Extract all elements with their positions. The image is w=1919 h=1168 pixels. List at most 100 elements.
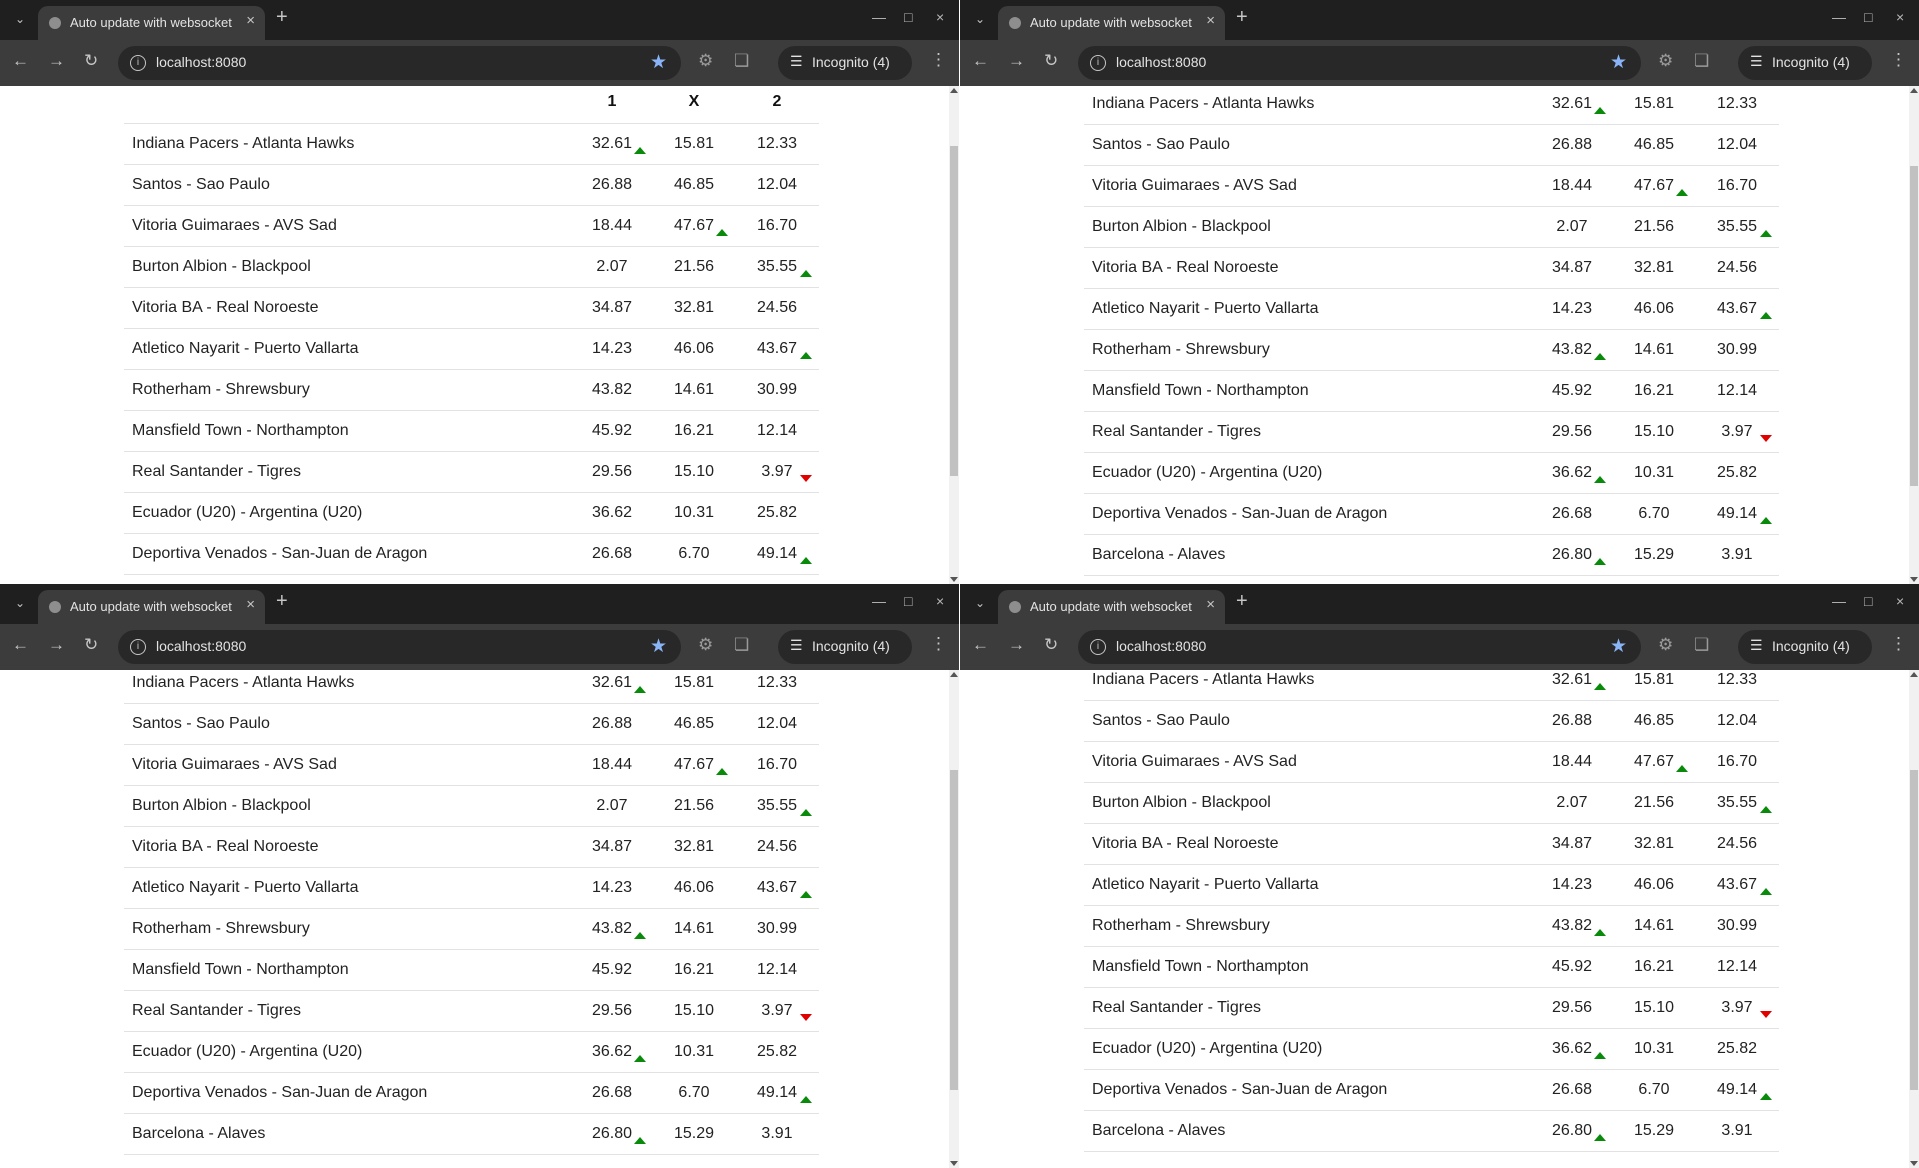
close-tab-icon[interactable]: ×: [1206, 596, 1215, 613]
extensions-puzzle-icon[interactable]: ❏: [734, 51, 750, 70]
address-bar[interactable]: i localhost:8080 ★: [118, 630, 681, 664]
back-icon[interactable]: ←: [12, 51, 29, 70]
url-text: localhost:8080: [1116, 54, 1207, 70]
new-tab-icon[interactable]: +: [1236, 590, 1248, 612]
trend-up-icon: [1594, 929, 1606, 936]
table-row: Atletico Nayarit - Puerto Vallarta 14.23…: [1084, 864, 1779, 906]
site-info-icon[interactable]: i: [1090, 639, 1106, 655]
incognito-indicator[interactable]: ☰ Incognito (4): [1738, 630, 1872, 664]
odd-away: 16.70: [1695, 165, 1779, 207]
table-row: Atletico Nayarit - Puerto Vallarta 14.23…: [124, 328, 819, 370]
scrollbar-thumb[interactable]: [950, 146, 958, 476]
scrollbar[interactable]: [1909, 670, 1919, 1168]
back-icon[interactable]: ←: [12, 635, 29, 654]
tab-title: Auto update with websocket: [1030, 599, 1192, 614]
close-tab-icon[interactable]: ×: [1206, 12, 1215, 29]
scroll-up-icon[interactable]: [950, 88, 958, 93]
reload-icon[interactable]: ↻: [84, 51, 99, 70]
forward-icon[interactable]: →: [48, 51, 65, 70]
scrollbar[interactable]: [949, 86, 959, 584]
scroll-down-icon[interactable]: [950, 577, 958, 582]
browser-tab[interactable]: Auto update with websocket ×: [38, 6, 265, 40]
browser-tab[interactable]: Auto update with websocket ×: [38, 590, 265, 624]
new-tab-icon[interactable]: +: [276, 6, 288, 28]
close-window-icon[interactable]: ×: [1896, 593, 1905, 609]
extension-gear-icon[interactable]: ⚙: [698, 51, 714, 70]
site-info-icon[interactable]: i: [130, 55, 146, 71]
tab-search-icon[interactable]: ⌄: [14, 12, 26, 26]
tab-search-icon[interactable]: ⌄: [974, 596, 986, 610]
back-icon[interactable]: ←: [972, 635, 989, 654]
incognito-indicator[interactable]: ☰ Incognito (4): [1738, 46, 1872, 80]
close-tab-icon[interactable]: ×: [246, 12, 255, 29]
extensions-puzzle-icon[interactable]: ❏: [1694, 51, 1710, 70]
bookmark-star-icon[interactable]: ★: [649, 52, 667, 73]
forward-icon[interactable]: →: [1008, 635, 1025, 654]
menu-kebab-icon[interactable]: ⋮: [1890, 634, 1907, 653]
maximize-icon[interactable]: □: [1864, 593, 1873, 609]
address-bar[interactable]: i localhost:8080 ★: [1078, 630, 1641, 664]
tab-search-icon[interactable]: ⌄: [14, 596, 26, 610]
extensions-puzzle-icon[interactable]: ❏: [1694, 635, 1710, 654]
extensions-puzzle-icon[interactable]: ❏: [734, 635, 750, 654]
trend-up-icon: [1594, 1052, 1606, 1059]
back-icon[interactable]: ←: [972, 51, 989, 70]
close-window-icon[interactable]: ×: [936, 593, 945, 609]
close-window-icon[interactable]: ×: [1896, 9, 1905, 25]
odd-away: 30.99: [1695, 329, 1779, 371]
odd-draw: 21.56: [653, 785, 735, 827]
extension-gear-icon[interactable]: ⚙: [698, 635, 714, 654]
minimize-icon[interactable]: —: [872, 593, 886, 609]
extension-gear-icon[interactable]: ⚙: [1658, 51, 1674, 70]
tab-search-icon[interactable]: ⌄: [974, 12, 986, 26]
menu-kebab-icon[interactable]: ⋮: [930, 50, 947, 69]
address-bar[interactable]: i localhost:8080 ★: [1078, 46, 1641, 80]
maximize-icon[interactable]: □: [904, 593, 913, 609]
browser-tab[interactable]: Auto update with websocket ×: [998, 590, 1225, 624]
odd-draw: 32.81: [1613, 823, 1695, 865]
maximize-icon[interactable]: □: [904, 9, 913, 25]
match-name: Indiana Pacers - Atlanta Hawks: [124, 670, 571, 704]
scrollbar[interactable]: [949, 670, 959, 1168]
close-window-icon[interactable]: ×: [936, 9, 945, 25]
scroll-down-icon[interactable]: [1910, 577, 1918, 582]
scrollbar-thumb[interactable]: [1910, 166, 1918, 486]
reload-icon[interactable]: ↻: [1044, 635, 1059, 654]
maximize-icon[interactable]: □: [1864, 9, 1873, 25]
new-tab-icon[interactable]: +: [1236, 6, 1248, 28]
address-bar[interactable]: i localhost:8080 ★: [118, 46, 681, 80]
minimize-icon[interactable]: —: [872, 9, 886, 25]
scroll-down-icon[interactable]: [1910, 1161, 1918, 1166]
table-row: Rotherham - Shrewsbury 43.82 14.61 30.99: [1084, 329, 1779, 371]
incognito-label: Incognito (4): [812, 54, 890, 70]
site-info-icon[interactable]: i: [130, 639, 146, 655]
trend-up-icon: [1760, 312, 1772, 319]
site-info-icon[interactable]: i: [1090, 55, 1106, 71]
reload-icon[interactable]: ↻: [84, 635, 99, 654]
scroll-down-icon[interactable]: [950, 1161, 958, 1166]
scroll-up-icon[interactable]: [950, 672, 958, 677]
scroll-up-icon[interactable]: [1910, 88, 1918, 93]
match-name: Deportiva Venados - San-Juan de Aragon: [1084, 493, 1531, 535]
menu-kebab-icon[interactable]: ⋮: [930, 634, 947, 653]
new-tab-icon[interactable]: +: [276, 590, 288, 612]
scrollbar-thumb[interactable]: [950, 770, 958, 1090]
forward-icon[interactable]: →: [48, 635, 65, 654]
scrollbar-thumb[interactable]: [1910, 770, 1918, 1090]
bookmark-star-icon[interactable]: ★: [649, 636, 667, 657]
incognito-indicator[interactable]: ☰ Incognito (4): [778, 46, 912, 80]
browser-tab[interactable]: Auto update with websocket ×: [998, 6, 1225, 40]
bookmark-star-icon[interactable]: ★: [1609, 636, 1627, 657]
incognito-indicator[interactable]: ☰ Incognito (4): [778, 630, 912, 664]
menu-kebab-icon[interactable]: ⋮: [1890, 50, 1907, 69]
forward-icon[interactable]: →: [1008, 51, 1025, 70]
scrollbar[interactable]: [1909, 86, 1919, 584]
scroll-up-icon[interactable]: [1910, 672, 1918, 677]
minimize-icon[interactable]: —: [1832, 593, 1846, 609]
odd-home: 34.87: [571, 287, 653, 329]
reload-icon[interactable]: ↻: [1044, 51, 1059, 70]
close-tab-icon[interactable]: ×: [246, 596, 255, 613]
minimize-icon[interactable]: —: [1832, 9, 1846, 25]
extension-gear-icon[interactable]: ⚙: [1658, 635, 1674, 654]
bookmark-star-icon[interactable]: ★: [1609, 52, 1627, 73]
